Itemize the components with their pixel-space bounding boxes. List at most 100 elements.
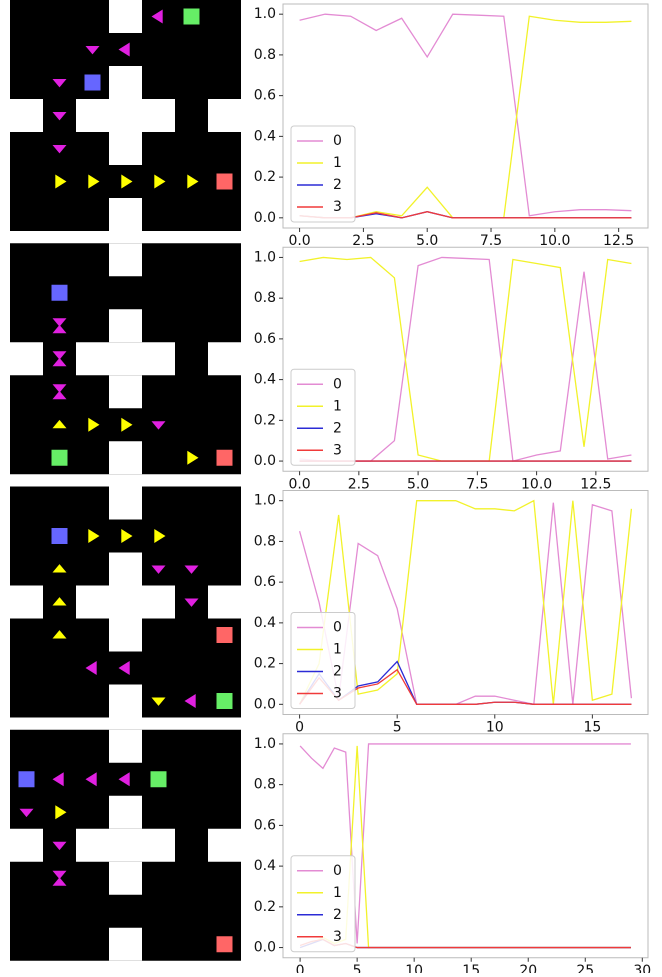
y-tick-label: 0.6 [254, 331, 276, 347]
wall [109, 862, 142, 895]
x-tick-label: 12.5 [603, 233, 634, 249]
y-tick-label: 0.2 [254, 412, 276, 428]
x-tick-label: 0 [295, 720, 304, 736]
legend-label: 2 [333, 177, 342, 193]
wall [109, 553, 142, 586]
wall [109, 132, 142, 165]
wall [142, 342, 175, 375]
agent-square [52, 285, 68, 301]
x-tick-label: 25 [576, 963, 594, 973]
x-tick-label: 5.0 [416, 233, 438, 249]
wall [76, 342, 109, 375]
x-tick-label: 30 [633, 963, 651, 973]
y-tick-label: 0.4 [254, 615, 276, 631]
legend-label: 2 [333, 907, 342, 923]
wall [109, 829, 142, 862]
y-tick-label: 0.8 [254, 777, 276, 793]
y-tick-label: 0.8 [254, 290, 276, 306]
wall [208, 829, 241, 862]
legend-label: 2 [333, 664, 342, 680]
wall [76, 586, 109, 619]
y-tick-label: 1.0 [254, 736, 276, 752]
x-tick-label: 0.0 [288, 476, 310, 492]
agent-square [217, 450, 233, 466]
y-tick-label: 0.2 [254, 169, 276, 185]
wall [109, 309, 142, 342]
legend-label: 1 [333, 155, 342, 171]
wall [208, 586, 241, 619]
x-tick-label: 10.0 [539, 233, 570, 249]
agent-square [217, 936, 233, 952]
agent-square [52, 528, 68, 544]
y-tick-label: 0.6 [254, 88, 276, 104]
figure: 0.00.20.40.60.81.00.02.55.07.510.012.501… [0, 0, 662, 973]
wall [109, 0, 142, 33]
legend-label: 0 [333, 133, 342, 149]
legend-label: 0 [333, 376, 342, 392]
wall [109, 99, 142, 132]
wall [109, 441, 142, 474]
y-tick-label: 0.0 [254, 696, 276, 712]
wall [109, 730, 142, 763]
wall [109, 928, 142, 961]
y-tick-label: 1.0 [254, 493, 276, 509]
wall [208, 99, 241, 132]
legend-label: 3 [333, 442, 342, 458]
x-tick-label: 10 [405, 963, 423, 973]
y-tick-label: 0.0 [254, 940, 276, 956]
wall [109, 342, 142, 375]
x-tick-label: 15 [462, 963, 480, 973]
y-tick-label: 0.2 [254, 656, 276, 672]
x-tick-label: 0.0 [288, 233, 310, 249]
x-tick-label: 10 [486, 720, 504, 736]
x-tick-label: 7.5 [480, 233, 502, 249]
x-tick-label: 12.5 [580, 476, 611, 492]
agent-square [19, 771, 35, 787]
wall [142, 586, 175, 619]
y-tick-label: 1.0 [254, 249, 276, 265]
y-tick-label: 1.0 [254, 6, 276, 22]
y-tick-label: 0.6 [254, 817, 276, 833]
legend-label: 1 [333, 885, 342, 901]
y-tick-label: 0.0 [254, 210, 276, 226]
legend-label: 3 [333, 686, 342, 702]
wall [10, 342, 43, 375]
y-tick-label: 0.8 [254, 47, 276, 63]
y-tick-label: 0.6 [254, 574, 276, 590]
wall [109, 796, 142, 829]
legend-label: 2 [333, 420, 342, 436]
y-tick-label: 0.4 [254, 128, 276, 144]
legend-label: 3 [333, 199, 342, 215]
wall [109, 243, 142, 276]
wall [208, 342, 241, 375]
agent-square [85, 75, 101, 91]
legend-label: 3 [333, 929, 342, 945]
y-tick-label: 0.2 [254, 899, 276, 915]
wall [109, 586, 142, 619]
y-tick-label: 0.4 [254, 858, 276, 874]
legend-label: 1 [333, 642, 342, 658]
x-tick-label: 0 [296, 963, 305, 973]
x-tick-label: 5 [353, 963, 362, 973]
agent-square [184, 9, 200, 25]
x-tick-label: 5.0 [407, 476, 429, 492]
wall [109, 375, 142, 408]
x-tick-label: 20 [519, 963, 537, 973]
wall [10, 99, 43, 132]
wall [10, 829, 43, 862]
agent-square [217, 174, 233, 190]
agent-square [52, 450, 68, 466]
wall [10, 586, 43, 619]
x-tick-label: 10.0 [521, 476, 552, 492]
agent-square [217, 627, 233, 643]
wall [109, 66, 142, 99]
legend-label: 0 [333, 863, 342, 879]
wall [142, 829, 175, 862]
wall [109, 487, 142, 520]
wall [109, 198, 142, 231]
legend-label: 1 [333, 398, 342, 414]
wall [142, 99, 175, 132]
wall [76, 99, 109, 132]
wall [109, 685, 142, 718]
legend-label: 0 [333, 620, 342, 636]
